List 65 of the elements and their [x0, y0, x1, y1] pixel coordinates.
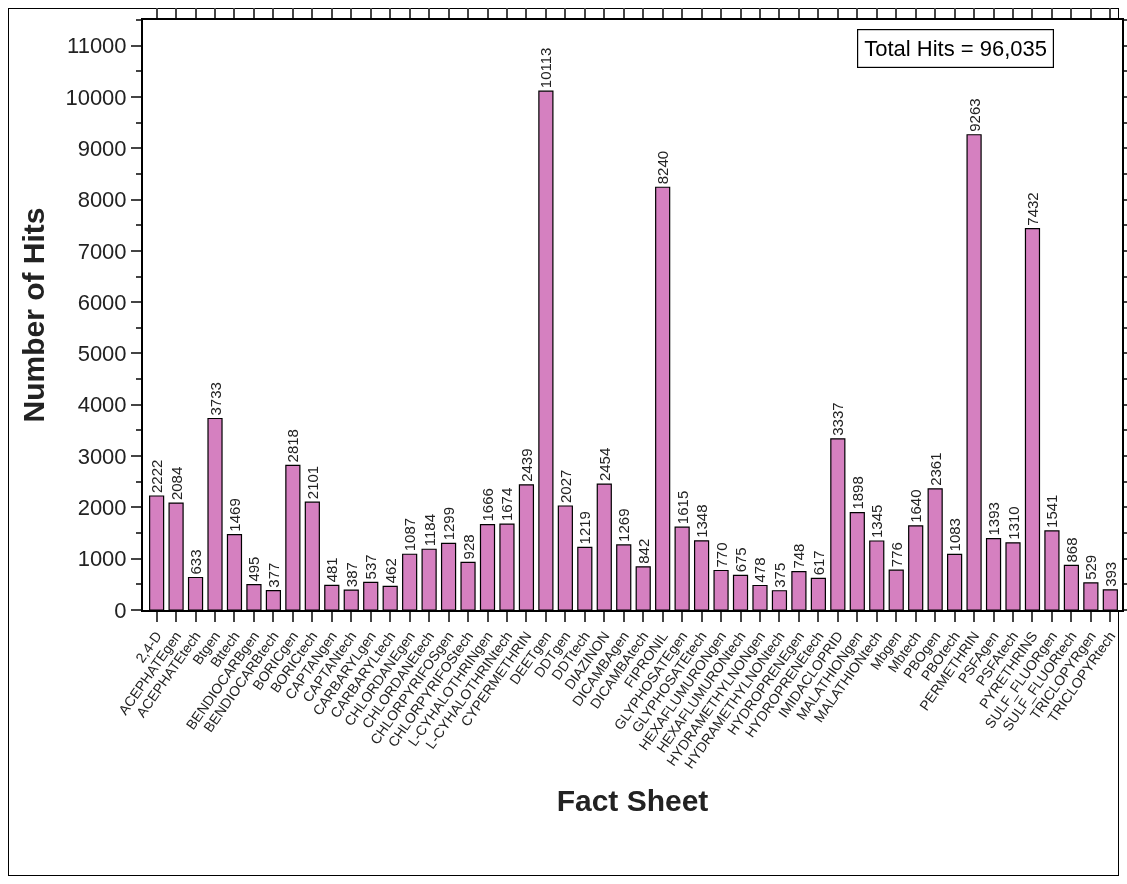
data-label: 462	[381, 558, 399, 584]
data-label: 375	[770, 562, 788, 588]
y-tick-label: 11000	[67, 33, 127, 59]
data-label: 1469	[225, 498, 243, 532]
data-label: 1666	[479, 488, 496, 522]
data-label: 928	[459, 534, 477, 560]
data-label: 2101	[303, 465, 321, 500]
data-label: 1083	[946, 518, 964, 552]
data-label: 842	[634, 538, 652, 564]
data-label: 776	[887, 542, 905, 568]
x-axis-title: Fact Sheet	[556, 784, 709, 818]
data-label: 1898	[848, 476, 866, 510]
data-label: 3733	[206, 382, 224, 416]
y-tick-label: 6000	[77, 289, 127, 315]
data-label: 3337	[829, 402, 847, 436]
data-label: 495	[245, 556, 263, 582]
data-label: 1393	[985, 502, 1003, 536]
data-label: 2454	[595, 447, 613, 482]
data-label: 387	[342, 562, 360, 588]
data-label: 1269	[615, 508, 633, 542]
data-label: 1219	[576, 511, 594, 545]
annotation: Total Hits = 96,035	[864, 36, 1048, 62]
y-tick-label: 8000	[77, 187, 127, 213]
data-label: 1541	[1043, 494, 1061, 528]
data-label: 8240	[654, 150, 672, 185]
data-label: 2361	[926, 452, 944, 486]
data-label: 2818	[284, 429, 302, 463]
y-tick-label: 9000	[77, 135, 127, 161]
data-label: 2084	[167, 466, 185, 501]
data-label: 537	[362, 554, 380, 580]
data-label: 1640	[907, 489, 925, 523]
y-tick-label: 3000	[77, 443, 127, 469]
data-label: 770	[712, 542, 730, 568]
data-label: 7432	[1023, 192, 1041, 226]
data-label: 1615	[673, 490, 691, 525]
data-label: 617	[809, 550, 827, 576]
data-label: 868	[1062, 537, 1080, 563]
data-label: 1348	[693, 504, 711, 538]
data-label: 1299	[440, 506, 458, 541]
y-tick-label: 7000	[77, 238, 127, 264]
data-label: 1310	[1004, 506, 1022, 540]
data-label: 675	[732, 547, 750, 573]
data-label: 9263	[965, 98, 983, 132]
data-label: 2027	[556, 469, 574, 504]
data-label: 1674	[498, 487, 516, 522]
data-label: 1184	[420, 513, 438, 547]
y-tick-label: 1000	[77, 546, 127, 572]
y-axis-title: Number of Hits	[16, 207, 50, 423]
data-label: 1087	[401, 517, 419, 552]
data-label: 2439	[517, 448, 535, 482]
data-label: 393	[1101, 561, 1119, 587]
data-label: 2222	[148, 459, 166, 493]
data-label: 478	[751, 557, 769, 583]
data-label: 748	[790, 543, 808, 569]
y-tick-label: 5000	[77, 341, 127, 367]
data-label: 1345	[868, 504, 886, 538]
y-tick-label: 10000	[65, 84, 127, 110]
data-label: 377	[264, 562, 282, 588]
data-label: 633	[187, 549, 205, 575]
y-tick-label: 4000	[77, 392, 127, 418]
y-tick-label: 0	[114, 597, 127, 623]
data-label: 10113	[537, 47, 555, 89]
data-label: 481	[323, 557, 341, 583]
data-label: 529	[1082, 554, 1100, 580]
y-tick-label: 2000	[77, 495, 127, 521]
